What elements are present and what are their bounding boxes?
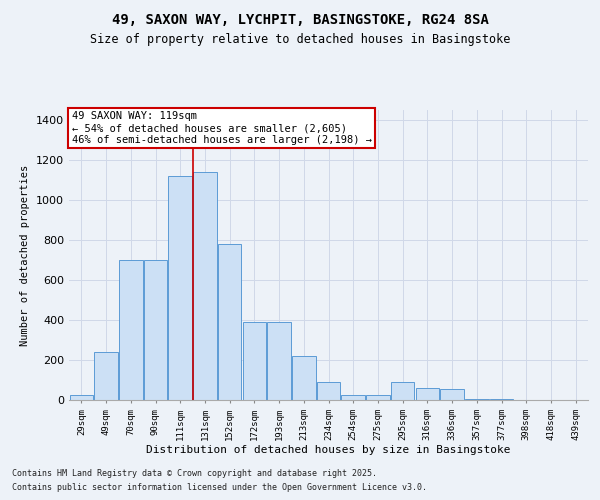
Bar [242, 322, 266, 400]
Bar [490, 399, 513, 400]
Bar [218, 244, 241, 400]
Y-axis label: Number of detached properties: Number of detached properties [20, 164, 31, 346]
Bar [70, 395, 93, 400]
Bar [341, 395, 365, 400]
Text: Size of property relative to detached houses in Basingstoke: Size of property relative to detached ho… [90, 34, 510, 46]
Text: Contains public sector information licensed under the Open Government Licence v3: Contains public sector information licen… [12, 484, 427, 492]
Bar [169, 176, 192, 400]
Bar [416, 388, 439, 400]
Bar [366, 395, 389, 400]
Bar [391, 382, 415, 400]
Bar [440, 389, 464, 400]
Text: 49 SAXON WAY: 119sqm
← 54% of detached houses are smaller (2,605)
46% of semi-de: 49 SAXON WAY: 119sqm ← 54% of detached h… [71, 112, 371, 144]
Bar [465, 399, 488, 400]
Bar [94, 352, 118, 400]
Bar [119, 260, 143, 400]
Bar [193, 172, 217, 400]
X-axis label: Distribution of detached houses by size in Basingstoke: Distribution of detached houses by size … [146, 446, 511, 456]
Text: 49, SAXON WAY, LYCHPIT, BASINGSTOKE, RG24 8SA: 49, SAXON WAY, LYCHPIT, BASINGSTOKE, RG2… [112, 12, 488, 26]
Bar [268, 322, 291, 400]
Bar [144, 260, 167, 400]
Text: Contains HM Land Registry data © Crown copyright and database right 2025.: Contains HM Land Registry data © Crown c… [12, 468, 377, 477]
Bar [317, 382, 340, 400]
Bar [292, 356, 316, 400]
